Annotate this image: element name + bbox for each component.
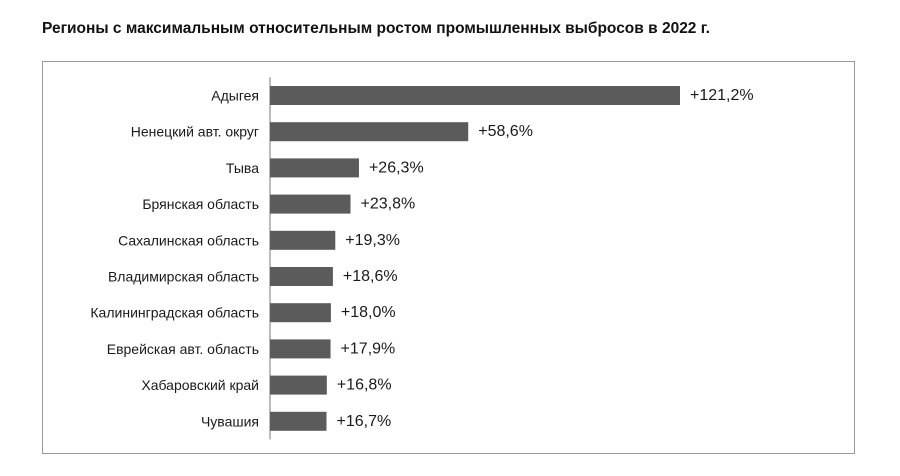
bar (270, 411, 327, 431)
value-label: +58,6% (478, 123, 533, 140)
category-label: Сахалинская область (118, 232, 259, 248)
bar (270, 303, 331, 323)
value-label: +17,9% (341, 340, 396, 357)
category-label: Ненецкий авт. округ (131, 124, 259, 140)
category-label: Хабаровский край (141, 377, 259, 393)
value-label: +16,7% (336, 413, 391, 430)
chart-frame (42, 61, 855, 454)
category-label: Адыгея (211, 88, 259, 104)
bar (270, 122, 469, 142)
value-label: +18,0% (341, 304, 396, 321)
category-label: Брянская область (142, 196, 259, 212)
value-label: +121,2% (690, 87, 754, 104)
value-label: +16,8% (337, 377, 392, 394)
value-label: +19,3% (345, 232, 400, 249)
category-label: Калининградская область (90, 305, 259, 321)
category-label: Еврейская авт. область (107, 341, 259, 357)
bar (270, 86, 680, 105)
chart-title: Регионы с максимальным относительным рос… (42, 20, 710, 37)
bar (270, 339, 331, 359)
bar (270, 375, 327, 395)
value-label: +26,3% (369, 159, 424, 176)
value-label: +23,8% (361, 196, 416, 213)
bar (270, 267, 333, 286)
category-label: Владимирская область (108, 269, 259, 285)
category-label: Тыва (226, 160, 259, 176)
value-label: +18,6% (343, 268, 398, 285)
bar (270, 158, 359, 178)
category-label: Чувашия (201, 413, 259, 429)
bar (270, 230, 336, 250)
bar (270, 194, 351, 214)
bars-layer: Адыгея +121,2% Ненецкий авт. округ +58,6% Ты… (90, 77, 754, 440)
